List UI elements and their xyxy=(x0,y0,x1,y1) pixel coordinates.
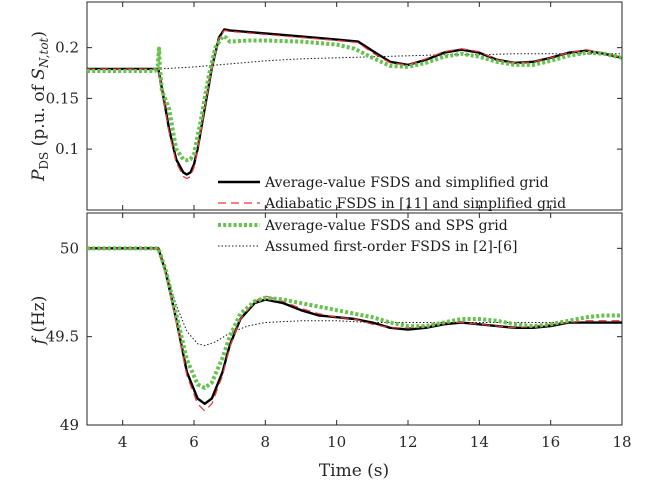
series-line-1-0 xyxy=(87,247,622,405)
legend-entry-2: Average-value FSDS and SPS grid xyxy=(264,218,508,234)
y-tick-label-1-2: 50 xyxy=(60,239,79,257)
series-line-1-1 xyxy=(87,247,622,412)
x-tick-label-6: 16 xyxy=(541,433,560,451)
x-tick-label-5: 14 xyxy=(470,433,489,451)
ylabel-f: f xyxy=(29,335,49,346)
x-tick-label-4: 12 xyxy=(398,433,417,451)
legend-entry-0: Average-value FSDS and simplified grid xyxy=(264,175,549,191)
series-line-0-3 xyxy=(87,53,622,70)
y-tick-label-0-1: 0.15 xyxy=(46,89,79,107)
top-y-axis-title: PDS (p.u. of SN,tot) xyxy=(29,31,51,182)
ylabel-p-rest: (p.u. of xyxy=(29,80,49,152)
series-line-0-0 xyxy=(87,28,623,176)
bottom-series-group xyxy=(87,246,622,412)
ylabel-s-sub: N,tot xyxy=(37,37,51,69)
top-y-ticks: 0.1 0.15 0.2 xyxy=(46,2,623,210)
legend: Average-value FSDS and simplified grid A… xyxy=(218,175,566,255)
ylabel-p: P xyxy=(29,169,49,182)
bottom-plot-frame xyxy=(86,212,623,426)
x-tick-label-1: 6 xyxy=(189,433,199,451)
legend-entry-3: Assumed first-order FSDS in [2]-[6] xyxy=(264,239,517,255)
ylabel-s: S xyxy=(29,68,49,80)
ylabel-f-rest: (Hz) xyxy=(29,296,49,338)
series-line-0-1 xyxy=(87,29,623,180)
bottom-y-axis-title: f (Hz) xyxy=(29,296,49,347)
legend-entry-1: Adiabatic FSDS in [11] and simplified gr… xyxy=(264,196,566,212)
series-line-0-2 xyxy=(87,34,623,163)
top-series-group xyxy=(87,28,623,180)
series-line-1-3 xyxy=(87,247,622,346)
y-tick-label-0-0: 0.1 xyxy=(55,140,79,158)
x-tick-label-3: 10 xyxy=(327,433,346,451)
x-axis-title: Time (s) xyxy=(319,461,389,481)
x-tick-label-0: 4 xyxy=(118,433,128,451)
series-line-1-2 xyxy=(87,246,622,390)
x-tick-label-2: 8 xyxy=(261,433,271,451)
bottom-panel: 49 49.5 50 4 6 8 10 12 14 16 18 f (Hz) Time (s) xyxy=(29,212,632,481)
y-tick-label-1-0: 49 xyxy=(60,416,79,434)
ylabel-p-sub: DS xyxy=(37,152,51,170)
top-plot-frame xyxy=(86,1,623,211)
y-tick-label-1-1: 49.5 xyxy=(46,328,79,346)
x-tick-label-7: 18 xyxy=(612,433,631,451)
top-panel: 0.1 0.15 0.2 PDS (p.u. of SN,tot) Average-… xyxy=(29,1,623,255)
bottom-ticks: 49 49.5 50 4 6 8 10 12 14 16 18 xyxy=(46,213,632,451)
y-tick-label-0-2: 0.2 xyxy=(55,39,79,57)
ylabel-close: ) xyxy=(29,31,49,38)
